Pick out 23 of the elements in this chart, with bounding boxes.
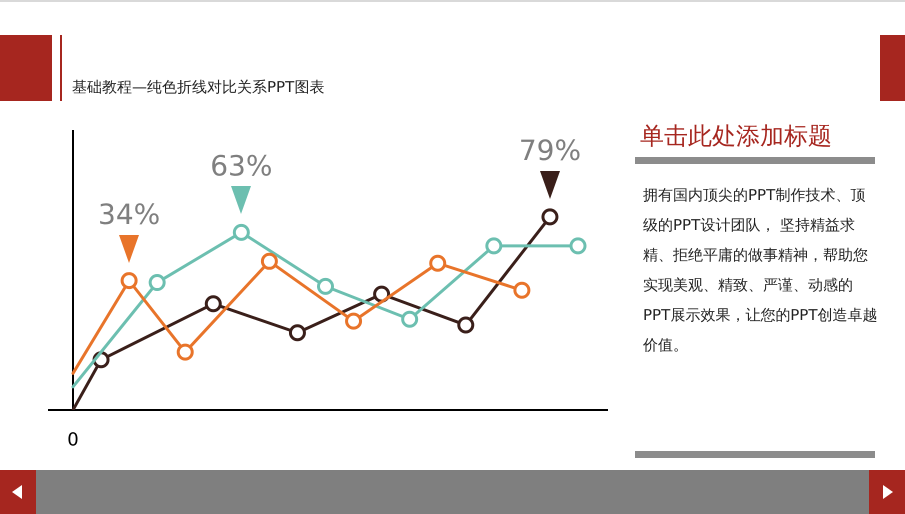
point <box>429 254 446 272</box>
point <box>317 278 334 295</box>
annotation: 0 <box>67 430 79 451</box>
point <box>148 274 166 292</box>
annotation: 63% <box>210 150 272 183</box>
point <box>204 295 222 312</box>
point <box>485 237 502 254</box>
point <box>401 310 418 328</box>
point <box>260 252 278 270</box>
point <box>570 237 586 254</box>
chart-title: 基础教程—纯色折线对比关系PPT图表 <box>72 78 324 97</box>
point <box>232 224 250 241</box>
point <box>345 312 362 330</box>
text: 单击此处添加标题 <box>640 121 833 152</box>
annotation: 79% <box>518 134 582 168</box>
annotation: 34% <box>98 198 160 231</box>
point <box>513 282 530 299</box>
text: 拥有国内顶尖的PPT制作技术、顶级的PPT设计团队， 坚持精益求精、拒绝平庸的做事精神，帮助您实现美观、精致、严谨、动感的PPT展示效果，让您的PPT创造卓越价值。 <box>643 185 878 356</box>
point <box>120 272 138 290</box>
point <box>176 344 194 361</box>
point <box>288 324 306 342</box>
point <box>457 316 474 334</box>
point <box>541 208 558 226</box>
